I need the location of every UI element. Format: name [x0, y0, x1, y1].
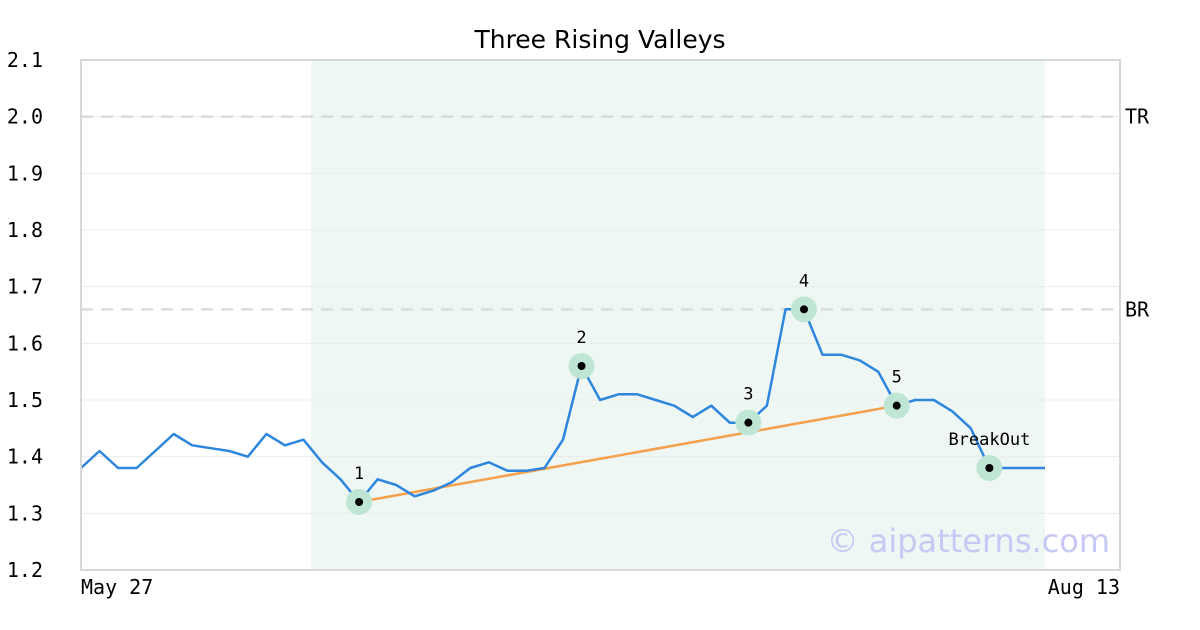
point-marker	[892, 401, 901, 410]
pattern-region	[311, 60, 1045, 570]
point-label: 2	[576, 328, 586, 348]
y-tick-label: 1.3	[7, 501, 43, 525]
point-marker	[800, 305, 808, 314]
x-tick-label: May 27	[81, 575, 153, 599]
point-label: BreakOut	[948, 430, 1030, 450]
y-tick-label: 1.8	[7, 218, 43, 242]
point-marker	[744, 418, 753, 427]
x-tick-label: Aug 13	[1048, 575, 1120, 599]
point-marker	[577, 362, 586, 370]
watermark: © aipatterns.com	[827, 522, 1110, 560]
point-label: 4	[799, 271, 809, 291]
y-tick-label: 1.7	[7, 275, 43, 299]
trendline	[358, 404, 897, 504]
y-tick-label: 1.5	[7, 388, 43, 412]
y-tick-label: 2.0	[7, 105, 43, 129]
point-marker	[985, 464, 994, 472]
point-label: 1	[354, 464, 364, 484]
y-tick-label: 1.9	[7, 161, 43, 185]
level-label-tr: TR	[1125, 105, 1150, 129]
price-series-line	[80, 308, 1045, 504]
y-tick-label: 1.2	[7, 558, 43, 582]
point-marker	[355, 498, 364, 506]
chart-title: Three Rising Valleys	[473, 25, 725, 54]
y-tick-label: 1.4	[7, 445, 43, 469]
level-label-br: BR	[1125, 297, 1150, 321]
point-label: 3	[743, 385, 753, 405]
y-tick-label: 2.1	[7, 48, 43, 72]
y-tick-label: 1.6	[7, 331, 43, 355]
plot-frame	[80, 59, 1121, 571]
point-label: 5	[892, 368, 902, 388]
